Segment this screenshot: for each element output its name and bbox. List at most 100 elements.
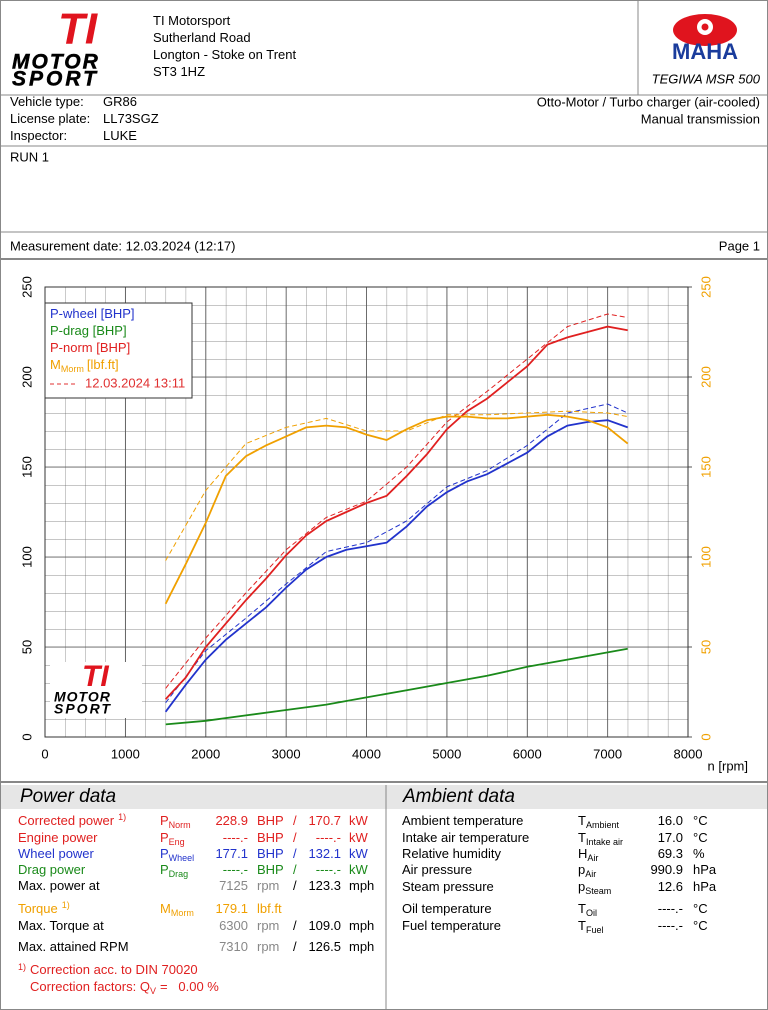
row-label-part: Oil temperature <box>402 901 492 916</box>
row-value: 990.9 <box>650 862 683 877</box>
row-unit: kW <box>349 862 369 877</box>
run-label: RUN 1 <box>10 149 49 164</box>
row-symbol: pSteam <box>578 879 611 896</box>
row-value-part: 7125 <box>219 878 248 893</box>
row-unit: kW <box>349 813 369 828</box>
row-label-part: Torque <box>18 901 58 916</box>
reference-line <box>165 403 628 704</box>
transmission: Manual transmission <box>641 111 760 126</box>
row-symbol-part: Norm <box>169 820 191 830</box>
footnote-part: V <box>150 986 156 996</box>
row-value: 126.5 <box>308 939 341 954</box>
row-unit-part: rpm <box>257 939 279 954</box>
row-value-part: 177.1 <box>215 846 248 861</box>
y-tick-label: 0 <box>19 733 34 740</box>
row-symbol: HAir <box>578 846 598 863</box>
vehicle-value-part: GR86 <box>103 94 137 109</box>
reference-line <box>165 410 628 561</box>
row-unit: °C <box>693 813 708 828</box>
row-symbol-part: Wheel <box>169 853 195 863</box>
row-unit: % <box>693 846 705 861</box>
legend-entry-part: P-drag [BHP] <box>50 323 127 338</box>
row-symbol-part: T <box>578 918 586 933</box>
row-symbol-part: P <box>160 862 169 877</box>
row-unit-part: lbf.ft <box>257 901 282 916</box>
y-tick-label: 50 <box>19 640 34 654</box>
row-value: ----.- <box>316 862 341 877</box>
series-line <box>164 419 629 713</box>
row-value: 123.3 <box>308 878 341 893</box>
footnote-part: = 0.00 % <box>160 979 219 994</box>
y2-tick-label: 150 <box>698 456 713 478</box>
row-value-part: 179.1 <box>215 901 248 916</box>
footnote: 1) Correction acc. to DIN 70020 <box>18 962 198 977</box>
row-value-part: ----.- <box>223 830 248 845</box>
row-value: 170.7 <box>308 813 341 828</box>
row-label-part: Relative humidity <box>402 846 501 861</box>
row-unit: BHP <box>257 862 284 877</box>
row-unit: rpm <box>257 939 279 954</box>
legend-entry-part: Morm <box>61 364 84 374</box>
y2-tick-label: 50 <box>698 640 713 654</box>
row-label-part: Corrected power <box>18 813 115 828</box>
row-label: Max. Torque at <box>18 918 104 933</box>
address-line: TI Motorsport <box>153 13 231 28</box>
address-line: ST3 1HZ <box>153 64 205 79</box>
legend-entry: P-wheel [BHP] <box>50 306 135 321</box>
address-line-part: Sutherland Road <box>153 30 251 45</box>
vehicle-label: Vehicle type: <box>10 94 84 109</box>
row-unit-part: BHP <box>257 846 284 861</box>
row-value: 7310 <box>219 939 248 954</box>
row-label: Max. power at <box>18 878 100 893</box>
row-separator-part: / <box>293 813 297 828</box>
row-separator: / <box>293 878 297 893</box>
row-unit: kW <box>349 846 369 861</box>
row-value: 177.1 <box>215 846 248 861</box>
row-value-part: 16.0 <box>658 813 683 828</box>
row-unit: rpm <box>257 878 279 893</box>
row-symbol-part: Ambient <box>586 820 620 830</box>
row-unit: BHP <box>257 830 284 845</box>
row-value-part: 7310 <box>219 939 248 954</box>
row-value-part: 126.5 <box>308 939 341 954</box>
row-unit: hPa <box>693 862 717 877</box>
row-value: 7125 <box>219 878 248 893</box>
x-tick-label: 3000 <box>272 746 301 761</box>
vehicle-value: GR86 <box>103 94 137 109</box>
row-unit-part: % <box>693 846 705 861</box>
brand-name: MAHA <box>672 39 738 64</box>
row-symbol-part: T <box>578 830 586 845</box>
footnote-part: Correction factors: Q <box>30 979 150 994</box>
row-unit-part: hPa <box>693 879 717 894</box>
y2-tick-label: 250 <box>698 276 713 298</box>
row-symbol-part: Morm <box>171 908 194 918</box>
logo-text: MOTOR <box>12 51 100 74</box>
row-unit: rpm <box>257 918 279 933</box>
row-value: 69.3 <box>658 846 683 861</box>
legend-entry: MMorm [lbf.ft] <box>50 357 119 374</box>
row-label: Wheel power <box>18 846 95 861</box>
row-unit: mph <box>349 918 374 933</box>
logo-text: SPORT <box>54 701 112 717</box>
row-symbol: TIntake air <box>578 830 623 847</box>
row-unit: mph <box>349 878 374 893</box>
y2-tick-label: 0 <box>698 733 713 740</box>
row-symbol: pAir <box>578 862 596 879</box>
plot-frame <box>44 286 689 738</box>
row-symbol-part: P <box>160 846 169 861</box>
row-unit: lbf.ft <box>257 901 282 916</box>
x-tick-label: 2000 <box>191 746 220 761</box>
series-line <box>164 325 628 700</box>
row-value-part: 170.7 <box>308 813 341 828</box>
row-value: ----.- <box>223 862 248 877</box>
row-unit-part: °C <box>693 830 708 845</box>
legend-entry: P-norm [BHP] <box>50 340 130 355</box>
logo: TI MOTOR SPORT <box>12 5 100 91</box>
section-title: Ambient data <box>402 786 515 807</box>
page-number: Page 1 <box>719 238 760 253</box>
y-tick-label: 200 <box>19 366 34 388</box>
row-value-part: ----.- <box>316 830 341 845</box>
x-tick-label: 0 <box>41 746 48 761</box>
row-label: Ambient temperature <box>402 813 523 828</box>
row-symbol: TFuel <box>578 918 603 935</box>
